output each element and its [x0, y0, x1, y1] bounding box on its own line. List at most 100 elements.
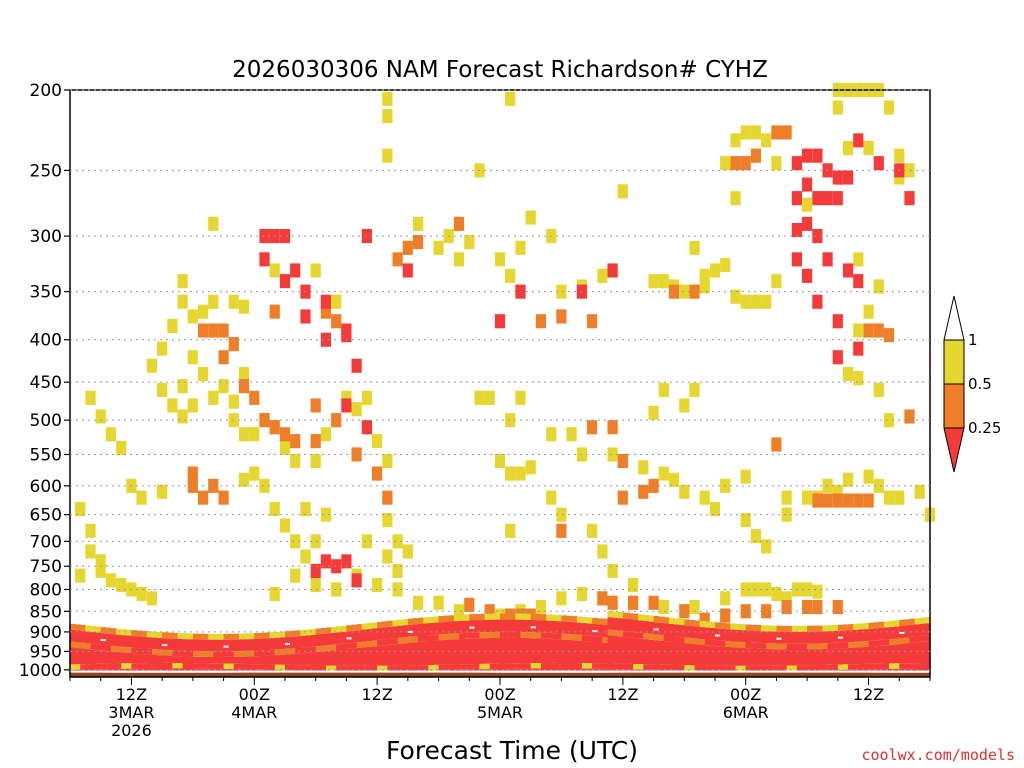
- data-cell: [259, 478, 270, 493]
- boundary-layer-cell: [300, 629, 306, 636]
- y-tick-label: 650: [30, 506, 62, 526]
- data-cell: [689, 240, 700, 255]
- boundary-layer-cell: [141, 648, 148, 655]
- boundary-layer-cell: [781, 625, 788, 632]
- credit-link[interactable]: coolwx.com/models: [861, 746, 1015, 764]
- data-cell: [238, 427, 250, 442]
- boundary-layer-cell: [817, 625, 823, 632]
- boundary-layer-cell: [843, 624, 849, 631]
- data-cell: [812, 584, 823, 599]
- data-cell: [883, 490, 895, 505]
- boundary-layer-cell: [684, 637, 690, 644]
- boundary-layer-cell: [510, 619, 516, 632]
- boundary-layer-cell: [192, 656, 199, 664]
- boundary-layer-cell: [218, 651, 225, 657]
- boundary-layer-cell: [551, 639, 557, 663]
- boundary-layer-cell: [126, 663, 132, 669]
- boundary-layer-cell: [100, 627, 107, 634]
- boundary-layer-cell: [413, 670, 419, 675]
- data-cell: [648, 274, 659, 289]
- boundary-layer-cell: [177, 639, 184, 651]
- boundary-layer-cell: [361, 623, 368, 630]
- boundary-layer-cell: [469, 664, 475, 670]
- boundary-layer-cell: [413, 618, 419, 625]
- boundary-layer-cell: [279, 631, 286, 638]
- boundary-layer-cell: [244, 650, 250, 657]
- boundary-layer-cell: [699, 639, 706, 645]
- data-cell: [208, 478, 219, 493]
- boundary-layer-cell: [556, 615, 562, 622]
- boundary-layer-cell: [843, 664, 849, 670]
- y-tick-label: 450: [30, 373, 62, 393]
- boundary-layer-cell: [244, 664, 250, 670]
- boundary-layer-cell: [187, 633, 194, 640]
- boundary-layer-cell: [70, 647, 76, 665]
- boundary-layer-cell: [177, 633, 184, 639]
- data-cell: [802, 600, 813, 615]
- boundary-layer-cell: [561, 615, 567, 622]
- boundary-layer-cell: [443, 639, 450, 665]
- data-cell: [812, 191, 823, 206]
- boundary-layer-cell: [428, 665, 434, 671]
- boundary-layer-cell: [648, 664, 655, 670]
- boundary-layer-cell: [397, 665, 404, 671]
- data-cell: [494, 252, 506, 267]
- boundary-layer-cell: [356, 665, 363, 672]
- data-cell: [607, 447, 618, 462]
- boundary-layer-cell: [167, 638, 173, 651]
- boundary-layer-cell: [310, 646, 317, 653]
- data-cell: [556, 523, 567, 538]
- data-cell: [372, 434, 383, 449]
- y-tick-label: 850: [30, 602, 62, 622]
- boundary-layer-cell: [126, 635, 132, 648]
- x-tick-label: 12Z: [853, 685, 884, 704]
- boundary-layer-cell: [628, 663, 634, 670]
- boundary-layer-cell: [684, 643, 690, 666]
- boundary-layer-cell: [684, 619, 690, 626]
- boundary-layer-cell: [356, 647, 363, 666]
- boundary-layer-cell: [592, 668, 598, 673]
- boundary-layer-cell: [807, 649, 813, 666]
- color-legend: 1 0.5 0.25: [943, 295, 1001, 473]
- boundary-layer-cell: [914, 624, 921, 637]
- boundary-layer-cell: [704, 621, 711, 628]
- legend-label: 1: [968, 331, 978, 349]
- boundary-layer-cell: [745, 642, 752, 649]
- boundary-layer-cell: [837, 648, 844, 665]
- boundary-layer-cell: [433, 622, 440, 635]
- boundary-layer-cell: [776, 625, 782, 632]
- data-cell: [832, 191, 843, 206]
- boundary-layer-cell: [648, 639, 655, 665]
- data-cell: [95, 554, 106, 569]
- boundary-layer-cell: [761, 631, 767, 644]
- data-cell: [453, 604, 465, 619]
- ground-surface: [70, 672, 930, 677]
- data-cell: [382, 490, 393, 505]
- x-tick-label: 12Z: [361, 685, 392, 704]
- boundary-layer-cell: [602, 642, 608, 664]
- boundary-layer-cell: [720, 665, 726, 672]
- data-cell: [361, 534, 372, 549]
- x-tick-label: 5MAR: [477, 703, 523, 722]
- x-tick-label: 12Z: [116, 685, 147, 704]
- boundary-layer-cell: [448, 621, 455, 634]
- boundary-layer-cell: [392, 644, 399, 666]
- boundary-layer-cell: [423, 617, 429, 624]
- boundary-layer-cell: [90, 649, 97, 664]
- y-tick-label: 800: [30, 580, 62, 600]
- boundary-layer-cell: [541, 620, 547, 633]
- boundary-layer-cell: [198, 663, 204, 669]
- boundary-layer-cell: [576, 640, 583, 663]
- boundary-layer-cell: [320, 628, 327, 634]
- boundary-layer-cell: [238, 651, 245, 657]
- data-cell: [679, 604, 690, 619]
- boundary-layer-cell: [85, 631, 91, 644]
- data-cell: [689, 600, 700, 615]
- data-cell: [802, 216, 813, 231]
- boundary-layer-cell: [740, 665, 747, 672]
- boundary-layer-cell: [883, 621, 890, 628]
- boundary-layer-cell: [848, 642, 854, 648]
- boundary-layer-cell: [397, 643, 404, 666]
- boundary-layer-cell: [269, 638, 276, 650]
- boundary-layer-cell: [817, 665, 823, 671]
